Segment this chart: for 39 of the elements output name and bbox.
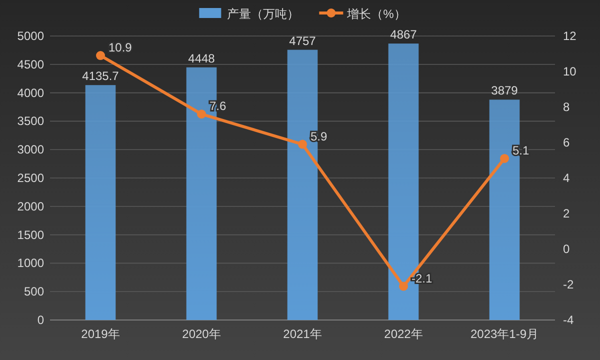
data-label: 4867 [390, 28, 418, 42]
y-tick-label: 0 [37, 313, 44, 327]
legend-label: 增长（%） [346, 7, 406, 21]
y2-tick-label: 4 [563, 171, 570, 185]
point [96, 51, 105, 60]
y-tick-label: 3000 [17, 142, 44, 157]
data-label: 10.9 [108, 40, 132, 55]
x-tick-label: 2019年 [81, 327, 120, 341]
data-label: 3879 [491, 84, 518, 98]
y-tick-label: 2500 [17, 171, 44, 185]
bar [85, 85, 116, 320]
y2-tick-label: 0 [563, 242, 570, 256]
data-label: 4448 [188, 51, 216, 66]
y-tick-label: 3500 [17, 114, 44, 128]
y-tick-label: 4500 [17, 57, 44, 72]
y-tick-label: 5000 [17, 29, 44, 43]
y-tick-label: 4000 [17, 86, 44, 100]
y-tick-label: 2000 [17, 199, 44, 214]
x-tick-label: 2020年 [182, 327, 221, 341]
y2-tick-label: 6 [563, 136, 570, 150]
y-tick-label: 500 [24, 284, 44, 299]
point [500, 154, 509, 163]
y2-tick-label: 10 [563, 64, 577, 78]
data-label: 4135.7 [82, 69, 120, 84]
y2-tick-label: 2 [563, 206, 570, 220]
legend-label: 产量（万吨） [227, 7, 300, 21]
y-tick-label: 1000 [17, 256, 44, 270]
x-tick-label: 2023年1-9月 [470, 327, 539, 341]
point [298, 140, 307, 149]
y2-tick-label: 8 [563, 100, 570, 114]
x-tick-label: 2021年 [283, 327, 322, 341]
data-label: 4757 [289, 34, 316, 48]
point [399, 282, 408, 291]
y2-tick-label: -2 [563, 278, 574, 292]
y2-tick-label: 12 [563, 29, 577, 43]
y2-tick-label: -4 [563, 313, 574, 327]
point [197, 110, 206, 119]
y-tick-label: 1500 [17, 228, 44, 242]
x-tick-label: 2022年 [384, 327, 423, 341]
